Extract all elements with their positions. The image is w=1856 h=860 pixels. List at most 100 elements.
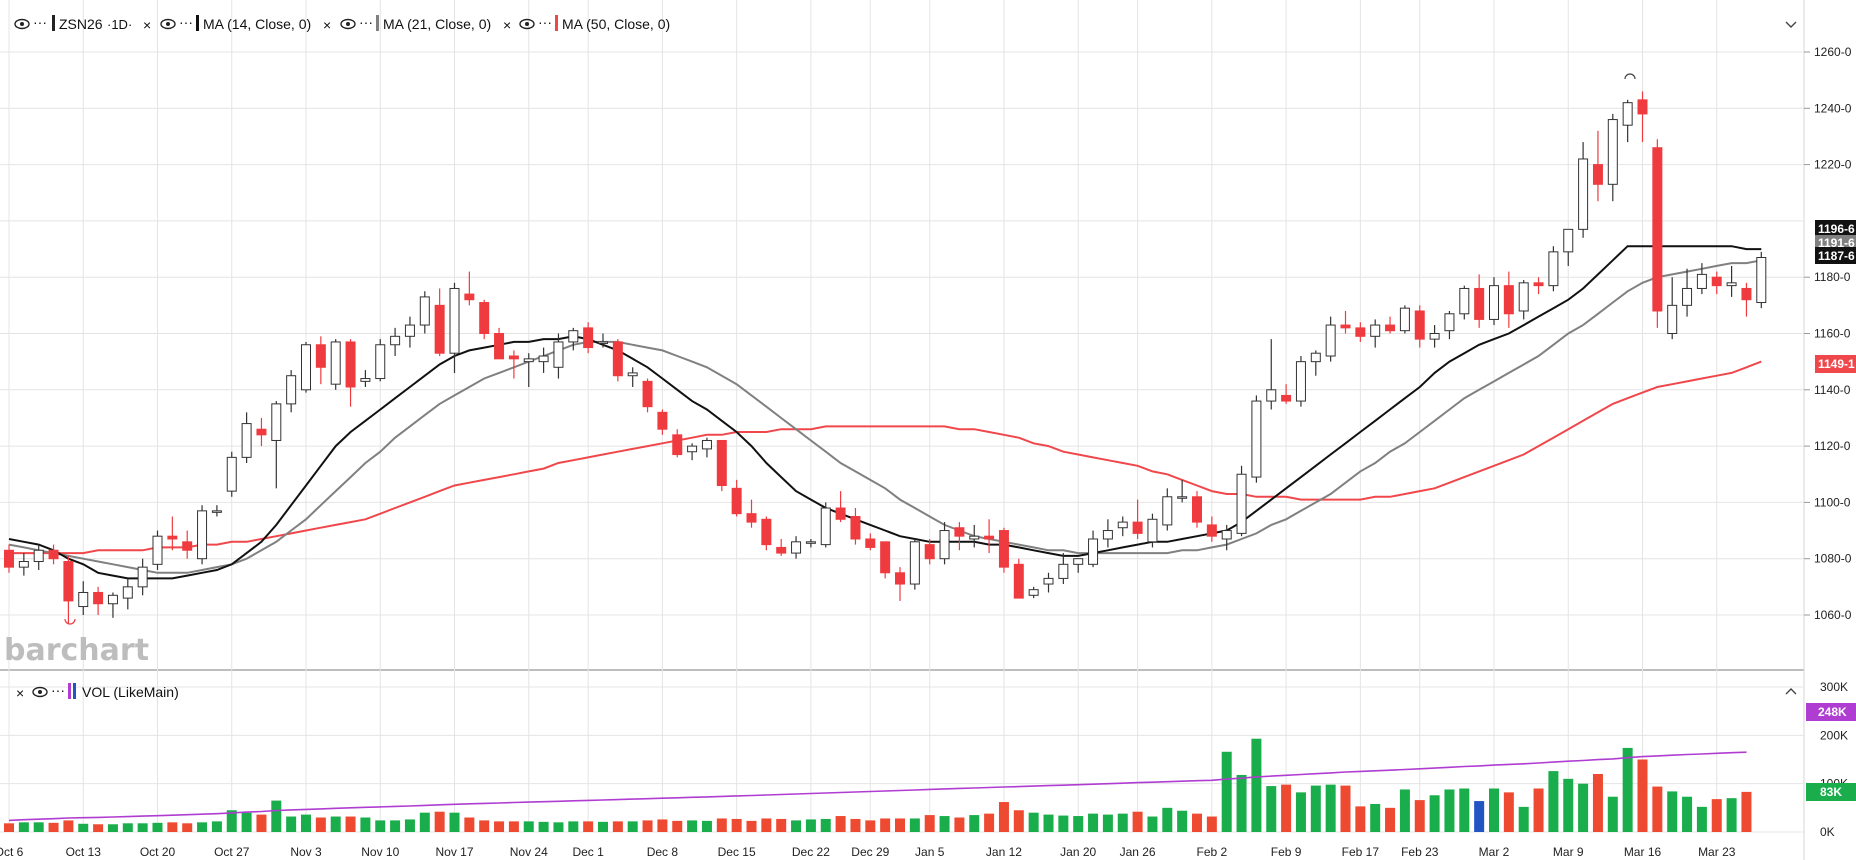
ma21-legend-label[interactable]: MA (21, Close, 0) bbox=[383, 16, 491, 32]
more-icon[interactable]: ··· bbox=[179, 14, 193, 30]
eye-icon[interactable] bbox=[14, 18, 30, 30]
candle-body bbox=[1429, 333, 1440, 340]
volume-legend-label[interactable]: VOL (LikeMain) bbox=[82, 684, 179, 700]
volume-tick-label: 200K bbox=[1820, 728, 1848, 742]
price-tick-label: 1240-0 bbox=[1814, 101, 1852, 115]
volume-bar bbox=[1192, 813, 1202, 832]
candle-body bbox=[271, 403, 282, 441]
volume-bar bbox=[315, 817, 326, 832]
candle-body bbox=[1013, 563, 1024, 599]
volume-bar bbox=[345, 816, 356, 832]
volume-average-line bbox=[8, 751, 1747, 822]
candle-body bbox=[137, 566, 148, 588]
candle-body bbox=[1340, 324, 1351, 329]
volume-bar bbox=[63, 820, 74, 832]
volume-bar bbox=[434, 811, 445, 832]
volume-bar bbox=[523, 821, 534, 832]
ma14-legend-label[interactable]: MA (14, Close, 0) bbox=[203, 16, 311, 32]
candle-body bbox=[1548, 251, 1559, 287]
volume-bar bbox=[152, 822, 163, 832]
date-tick-label: Jan 26 bbox=[1120, 845, 1156, 859]
candle-body bbox=[375, 344, 386, 380]
candle-body bbox=[48, 549, 59, 560]
candle-body bbox=[731, 487, 742, 515]
date-axis[interactable]: Oct 6 Oct 13 Oct 20 Oct 27 Nov 3 Nov 10 Nov 17… bbox=[0, 845, 1736, 859]
volume-bar bbox=[1578, 783, 1589, 832]
candle-body bbox=[776, 546, 787, 554]
volume-bar bbox=[122, 823, 133, 832]
chevron-down-icon[interactable] bbox=[1785, 21, 1797, 28]
eye-icon[interactable] bbox=[160, 18, 176, 30]
candle-body bbox=[805, 541, 816, 544]
volume-bar bbox=[404, 819, 415, 832]
volume-bar bbox=[1637, 759, 1648, 832]
volume-bar bbox=[969, 815, 980, 832]
more-icon[interactable]: ··· bbox=[51, 682, 65, 698]
date-tick-label: Jan 20 bbox=[1060, 845, 1096, 859]
symbol-label[interactable]: ZSN26 bbox=[59, 16, 103, 32]
eye-icon[interactable] bbox=[519, 18, 535, 30]
volume-tick-label: 0K bbox=[1820, 825, 1835, 839]
volume-bar bbox=[1073, 816, 1084, 832]
ma50-color-swatch bbox=[555, 15, 558, 31]
volume-color-swatch-1 bbox=[68, 683, 71, 699]
close-icon[interactable]: × bbox=[323, 17, 331, 33]
candle-body bbox=[1310, 352, 1321, 363]
more-icon[interactable]: ··· bbox=[33, 14, 47, 30]
volume-bar bbox=[1162, 807, 1173, 832]
volume-bar bbox=[360, 817, 371, 832]
volume-bar bbox=[820, 818, 831, 832]
volume-bar bbox=[746, 820, 757, 832]
volume-bar bbox=[1102, 814, 1113, 832]
price-axis[interactable]: 1060-0 1080-0 1100-0 1120-0 1140-0 1160-0 1180… bbox=[1804, 45, 1852, 622]
price-tick-label: 1140-0 bbox=[1814, 383, 1851, 397]
close-icon[interactable]: × bbox=[143, 17, 151, 33]
volume-bar bbox=[761, 818, 772, 832]
date-tick-label: Oct 6 bbox=[0, 845, 24, 859]
high-marker bbox=[1624, 73, 1636, 80]
candle-body bbox=[1756, 256, 1767, 304]
candle-body bbox=[865, 538, 876, 548]
volume-bar bbox=[939, 816, 950, 832]
volume-bar bbox=[998, 802, 1009, 832]
close-icon[interactable]: × bbox=[16, 685, 24, 701]
volume-bar bbox=[1266, 786, 1277, 832]
eye-icon[interactable] bbox=[32, 686, 48, 698]
close-icon[interactable]: × bbox=[503, 17, 511, 33]
volume-bar bbox=[1177, 810, 1188, 832]
volume-bar bbox=[78, 823, 89, 832]
ma14-price-tag: 1196-6 bbox=[1815, 220, 1856, 236]
interval-label[interactable]: ·1D· bbox=[107, 17, 132, 32]
volume-bar bbox=[1132, 811, 1143, 832]
candle-body bbox=[1414, 310, 1425, 340]
price-tick-label: 1120-0 bbox=[1814, 439, 1851, 453]
eye-icon[interactable] bbox=[340, 18, 356, 30]
volume-bar bbox=[494, 821, 505, 832]
volume-bar bbox=[1295, 792, 1306, 832]
candle-body bbox=[1578, 158, 1589, 230]
more-icon[interactable]: ··· bbox=[538, 14, 552, 30]
candle-body bbox=[627, 372, 638, 377]
ma50-legend-label[interactable]: MA (50, Close, 0) bbox=[562, 16, 670, 32]
candle-body bbox=[1370, 324, 1381, 337]
candle-body bbox=[479, 302, 490, 335]
volume-bar bbox=[1340, 785, 1351, 832]
candle-body bbox=[1355, 327, 1366, 337]
date-tick-label: Mar 23 bbox=[1698, 845, 1736, 859]
candle-body bbox=[1236, 473, 1247, 534]
volume-bar bbox=[1088, 813, 1099, 832]
chevron-up-icon[interactable] bbox=[1785, 688, 1797, 695]
more-icon[interactable]: ··· bbox=[359, 14, 373, 30]
volume-bar bbox=[1399, 789, 1410, 832]
volume-bar bbox=[1563, 778, 1574, 832]
volume-bar bbox=[791, 820, 802, 832]
volume-bar bbox=[583, 821, 594, 832]
date-tick-label: Dec 8 bbox=[647, 845, 679, 859]
svg-text:83K: 83K bbox=[1820, 785, 1842, 799]
volume-bar bbox=[18, 822, 29, 832]
candle-body bbox=[1117, 521, 1128, 529]
candle-body bbox=[1652, 147, 1663, 312]
volume-bar bbox=[1741, 791, 1752, 832]
candle-body bbox=[1667, 304, 1678, 335]
